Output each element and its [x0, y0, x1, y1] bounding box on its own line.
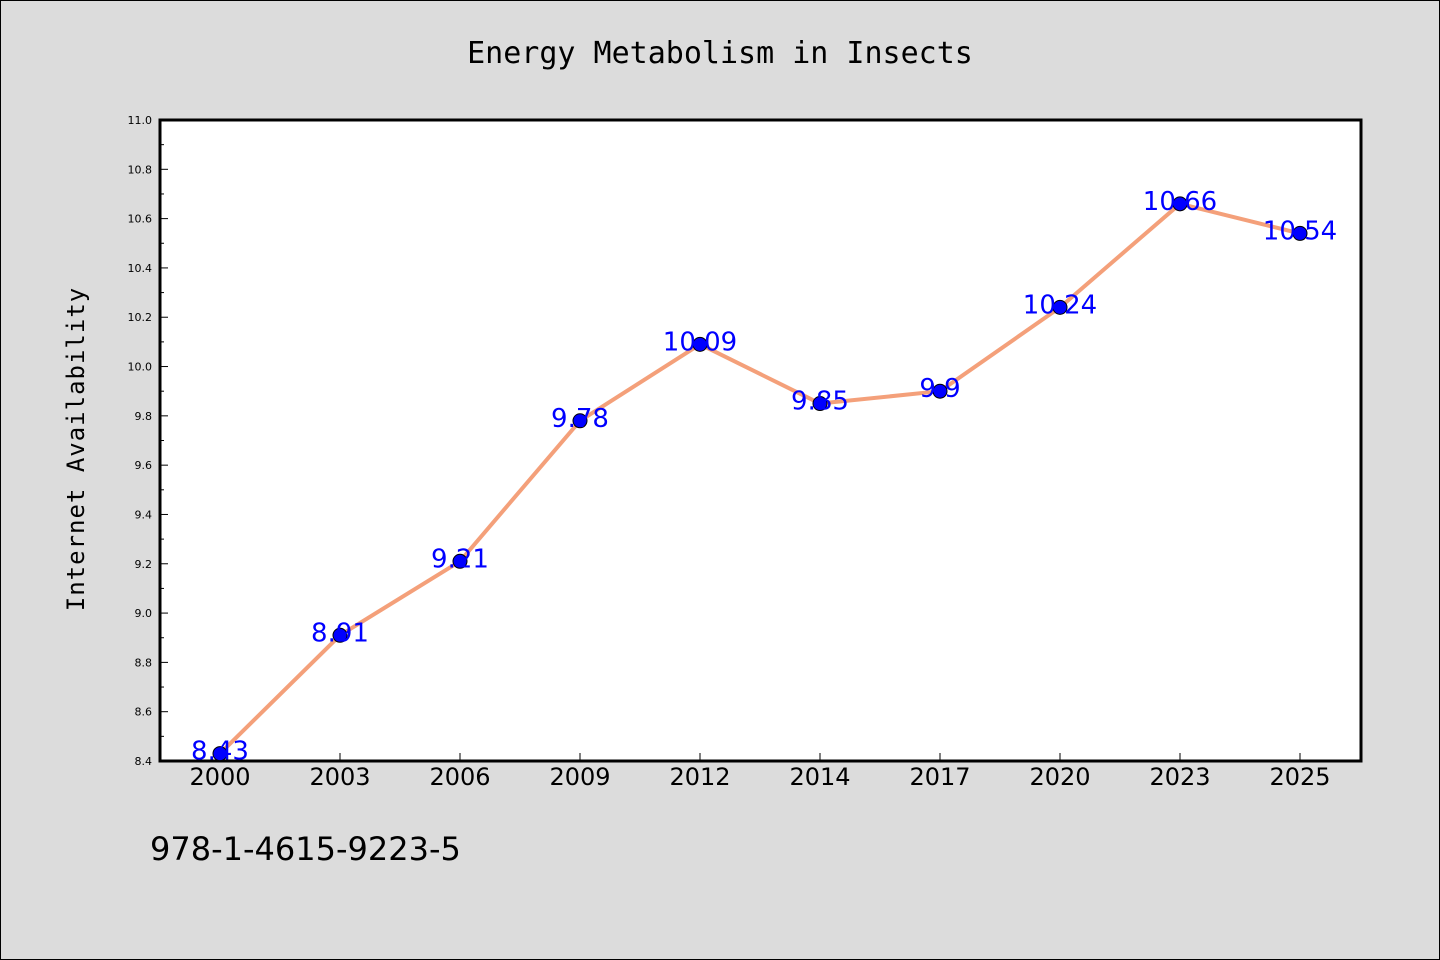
y-axis: 8.4 8.6 8.8 9.0 9.2 9.4 9.6 9.8 10.0 10.2 10.4 10.6… — [128, 114, 168, 768]
y-tick-label: 9.8 — [135, 410, 153, 423]
series-layer: 8.43 8.91 9.21 9.78 10.09 9.85 9.9 10.24 10.66 10… — [191, 187, 1337, 767]
x-tick-label: 2020 — [1029, 763, 1090, 791]
y-tick-label: 11.0 — [128, 114, 153, 127]
y-tick-label: 8.8 — [135, 656, 153, 669]
data-label: 10.09 — [663, 327, 737, 357]
data-label: 8.91 — [311, 618, 369, 648]
x-tick-label: 2009 — [549, 763, 610, 791]
data-label: 9.85 — [791, 387, 849, 417]
plot-area — [158, 118, 1363, 763]
data-label: 9.9 — [919, 374, 960, 404]
x-tick-label: 2023 — [1149, 763, 1210, 791]
x-tick-label: 2006 — [429, 763, 490, 791]
y-tick-label: 9.6 — [135, 459, 153, 472]
data-point-marker — [692, 336, 708, 352]
x-axis: 2000 2003 2006 2009 2012 2014 2017 2020 2023 2025 — [189, 753, 1331, 791]
x-tick-label: 2025 — [1269, 763, 1330, 791]
data-label: 8.43 — [191, 737, 249, 767]
data-point-marker — [1052, 299, 1068, 315]
data-point-marker — [452, 553, 468, 569]
x-tick-label: 2014 — [789, 763, 850, 791]
data-point-marker — [1172, 196, 1188, 212]
data-label: 10.54 — [1263, 216, 1337, 246]
y-tick-label: 8.6 — [135, 706, 153, 719]
data-label: 9.21 — [431, 544, 489, 574]
y-tick-label: 9.0 — [135, 607, 153, 620]
y-tick-label: 10.2 — [128, 311, 153, 324]
series-line — [218, 201, 1302, 756]
y-tick-label: 10.6 — [128, 213, 153, 226]
y-tick-label: 10.0 — [128, 361, 153, 374]
y-axis-label: Internet Availability — [62, 287, 90, 611]
data-point-marker — [1292, 225, 1308, 241]
y-tick-label: 9.4 — [135, 508, 153, 521]
data-point-marker — [212, 746, 228, 762]
x-tick-label: 2003 — [309, 763, 370, 791]
x-tick-label: 2000 — [189, 763, 250, 791]
x-tick-label: 2012 — [669, 763, 730, 791]
data-point-marker — [932, 383, 948, 399]
y-tick-label: 8.4 — [135, 755, 153, 768]
data-point-marker — [572, 413, 588, 429]
data-label: 9.78 — [551, 404, 609, 434]
data-label: 10.66 — [1143, 187, 1217, 217]
x-tick-label: 2017 — [909, 763, 970, 791]
y-tick-label: 9.2 — [135, 558, 153, 571]
data-point-marker — [332, 627, 348, 643]
data-label: 10.24 — [1023, 290, 1097, 320]
y-tick-label: 10.4 — [128, 262, 153, 275]
data-point-marker — [812, 396, 828, 412]
isbn-footer: 978-1-4615-9223-5 — [150, 830, 461, 868]
y-tick-label: 10.8 — [128, 163, 153, 176]
chart-title: Energy Metabolism in Insects — [467, 36, 973, 71]
